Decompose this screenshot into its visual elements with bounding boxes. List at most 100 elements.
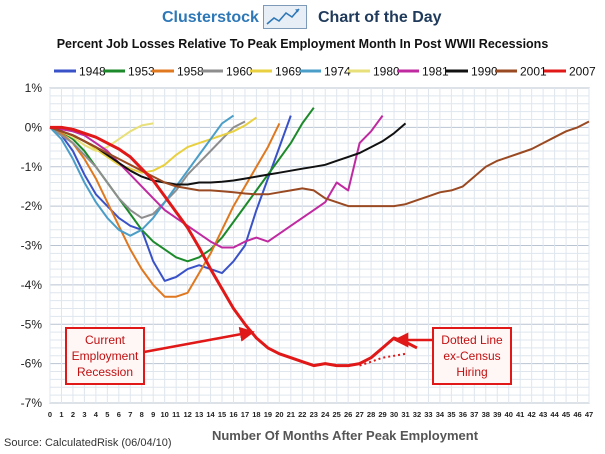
x-tick-label: 16 bbox=[229, 410, 237, 419]
trend-logo-icon bbox=[263, 5, 307, 29]
legend-item-1948: 1948 bbox=[54, 65, 106, 79]
x-tick-label: 11 bbox=[172, 410, 180, 419]
x-tick-label: 10 bbox=[161, 410, 169, 419]
y-tick-label: -1% bbox=[21, 160, 43, 174]
x-tick-label: 26 bbox=[344, 410, 352, 419]
y-tick-label: -4% bbox=[21, 278, 43, 292]
annotation-current-recession-box bbox=[65, 327, 145, 385]
y-tick-label: -6% bbox=[21, 357, 43, 371]
series-line-2007 bbox=[50, 125, 418, 368]
legend-label-1969: 1969 bbox=[275, 65, 302, 79]
legend-label-1948: 1948 bbox=[79, 65, 106, 79]
x-tick-label: 47 bbox=[585, 410, 593, 419]
legend-label-1981: 1981 bbox=[422, 65, 449, 79]
x-tick-label: 37 bbox=[470, 410, 478, 419]
x-tick-label: 33 bbox=[424, 410, 432, 419]
x-tick-label: 20 bbox=[275, 410, 283, 419]
x-tick-label: 35 bbox=[447, 410, 455, 419]
x-tick-label: 21 bbox=[287, 410, 295, 419]
series-line-2001 bbox=[49, 120, 590, 208]
x-tick-label: 6 bbox=[117, 410, 121, 419]
x-tick-label: 34 bbox=[436, 410, 445, 419]
annotation-arrow-current bbox=[143, 326, 255, 354]
x-tick-label: 24 bbox=[321, 410, 330, 419]
x-tick-label: 5 bbox=[105, 410, 109, 419]
x-tick-label: 7 bbox=[128, 410, 132, 419]
y-tick-label: -7% bbox=[21, 396, 43, 410]
legend-label-1980: 1980 bbox=[373, 65, 400, 79]
legend-label-1953: 1953 bbox=[128, 65, 155, 79]
x-tick-label: 31 bbox=[401, 410, 409, 419]
x-tick-label: 44 bbox=[550, 410, 559, 419]
x-tick-label: 9 bbox=[151, 410, 155, 419]
annotation-ex-census: Dotted Line ex-Census Hiring bbox=[432, 327, 512, 385]
legend-label-2001: 2001 bbox=[520, 65, 547, 79]
chart-of-the-day-label: Chart of the Day bbox=[318, 9, 442, 26]
source-note: Source: CalculatedRisk (06/04/10) bbox=[4, 437, 172, 449]
annotation-ex-census-line: ex-Census bbox=[443, 349, 500, 363]
x-tick-label: 36 bbox=[459, 410, 467, 419]
x-tick-label: 17 bbox=[241, 410, 249, 419]
legend-item-1981: 1981 bbox=[397, 65, 449, 79]
series-line-1948 bbox=[49, 115, 292, 282]
x-tick-label: 46 bbox=[573, 410, 581, 419]
legend-label-1990: 1990 bbox=[471, 65, 498, 79]
legend-item-2001: 2001 bbox=[495, 65, 547, 79]
x-tick-label: 25 bbox=[333, 410, 341, 419]
x-tick-label: 1 bbox=[59, 410, 63, 419]
x-tick-label: 42 bbox=[527, 410, 535, 419]
x-tick-label: 0 bbox=[48, 410, 52, 419]
x-tick-label: 29 bbox=[378, 410, 386, 419]
x-tick-label: 12 bbox=[183, 410, 191, 419]
y-tick-label: -5% bbox=[21, 317, 43, 331]
x-tick-label: 8 bbox=[140, 410, 144, 419]
legend-item-1953: 1953 bbox=[103, 65, 155, 79]
series-line-1960 bbox=[49, 120, 246, 219]
legend-item-1974: 1974 bbox=[299, 65, 351, 79]
annotation-current-recession: Current Employment Recession bbox=[65, 327, 145, 385]
x-axis-label: Number Of Months After Peak Employment bbox=[212, 428, 479, 443]
x-tick-label: 45 bbox=[562, 410, 570, 419]
legend-label-2007: 2007 bbox=[569, 65, 596, 79]
x-tick-label: 32 bbox=[413, 410, 421, 419]
annotation-current-recession-line: Recession bbox=[77, 365, 133, 379]
x-tick-label: 23 bbox=[310, 410, 318, 419]
x-tick-label: 18 bbox=[252, 410, 260, 419]
y-tick-label: 1% bbox=[25, 81, 43, 95]
y-tick-label: 0% bbox=[25, 120, 43, 134]
chart-title: Percent Job Losses Relative To Peak Empl… bbox=[56, 37, 549, 51]
x-tick-label: 40 bbox=[505, 410, 513, 419]
x-tick-label: 28 bbox=[367, 410, 375, 419]
annotation-current-recession-line: Employment bbox=[72, 349, 139, 363]
x-tick-label: 27 bbox=[355, 410, 363, 419]
x-tick-label: 30 bbox=[390, 410, 398, 419]
x-tick-label: 4 bbox=[94, 410, 99, 419]
x-tick-label: 14 bbox=[206, 410, 215, 419]
annotation-ex-census-line: Dotted Line bbox=[441, 333, 503, 347]
legend-item-2007: 2007 bbox=[544, 65, 596, 79]
x-tick-label: 2 bbox=[71, 410, 75, 419]
annotation-current-recession-line: Current bbox=[85, 333, 126, 347]
x-tick-label: 3 bbox=[82, 410, 86, 419]
x-tick-label: 43 bbox=[539, 410, 547, 419]
x-tick-label: 38 bbox=[482, 410, 490, 419]
legend-item-1990: 1990 bbox=[446, 65, 498, 79]
x-tick-label: 19 bbox=[264, 410, 272, 419]
x-tick-label: 22 bbox=[298, 410, 306, 419]
annotation-ex-census-box bbox=[432, 327, 512, 385]
legend-item-1980: 1980 bbox=[348, 65, 400, 79]
brand-name: Clusterstock bbox=[162, 9, 259, 26]
x-tick-label: 41 bbox=[516, 410, 524, 419]
legend-item-1958: 1958 bbox=[152, 65, 204, 79]
legend: 1948 1953 1958 1960 1969 1974 1980 1981 1990 2001… bbox=[54, 65, 596, 79]
x-tick-label: 15 bbox=[218, 410, 226, 419]
legend-item-1960: 1960 bbox=[201, 65, 253, 79]
legend-label-1974: 1974 bbox=[324, 65, 351, 79]
x-tick-label: 39 bbox=[493, 410, 501, 419]
y-tick-label: -3% bbox=[21, 239, 43, 253]
legend-item-1969: 1969 bbox=[250, 65, 302, 79]
x-tick-label: 13 bbox=[195, 410, 203, 419]
series-line-1974 bbox=[49, 114, 235, 237]
legend-label-1960: 1960 bbox=[226, 65, 253, 79]
